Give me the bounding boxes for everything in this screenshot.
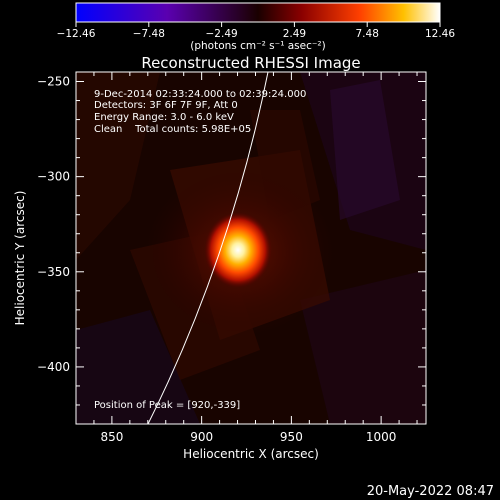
heatmap-image <box>76 72 426 424</box>
y-tick-label: −350 <box>37 265 70 279</box>
colorbar-tick-label: 7.48 <box>356 28 379 40</box>
annotation-peak-position: Position of Peak = [920,-339] <box>94 400 240 411</box>
plot-area: 850 900 950 1000 −250 −300 −350 −400 <box>37 71 427 444</box>
flare-source <box>204 212 272 288</box>
colorbar-tick-label: −7.48 <box>133 28 165 40</box>
y-tick-label: −300 <box>37 170 70 184</box>
colorbar-gradient <box>75 2 441 23</box>
x-tick-label: 850 <box>100 430 123 444</box>
colorbar: −12.46 −7.48 −2.49 2.49 7.48 12.46 (photons c… <box>57 2 455 52</box>
annotation-energy: Energy Range: 3.0 - 6.0 keV <box>94 112 234 123</box>
annotation-detectors: Detectors: 3F 6F 7F 9F, Att 0 <box>94 100 238 111</box>
chart-title: Reconstructed RHESSI Image <box>141 54 360 72</box>
colorbar-tick-label: 12.46 <box>425 28 455 40</box>
x-tick-label: 1000 <box>366 430 397 444</box>
y-tick-label: −250 <box>37 75 70 89</box>
annotation-clean: Clean Total counts: 5.98E+05 <box>94 124 251 135</box>
x-tick-label: 950 <box>280 430 303 444</box>
solar-limb-line <box>147 72 269 424</box>
plot-frame <box>75 71 427 425</box>
colorbar-unit-label: (photons cm⁻² s⁻¹ asec⁻²) <box>190 40 325 52</box>
y-tick-label: −400 <box>37 360 70 374</box>
footer-timestamp: 20-May-2022 08:47 <box>367 484 494 499</box>
x-axis-label: Heliocentric X (arcsec) <box>183 447 319 461</box>
annotation-time: 9-Dec-2014 02:33:24.000 to 02:39:24.000 <box>94 89 306 100</box>
colorbar-tick-label: 2.49 <box>283 28 306 40</box>
colorbar-tick-label: −12.46 <box>57 28 96 40</box>
colorbar-tick-label: −2.49 <box>206 28 238 40</box>
y-axis-label: Heliocentric Y (arcsec) <box>13 191 27 326</box>
x-tick-label: 900 <box>190 430 213 444</box>
